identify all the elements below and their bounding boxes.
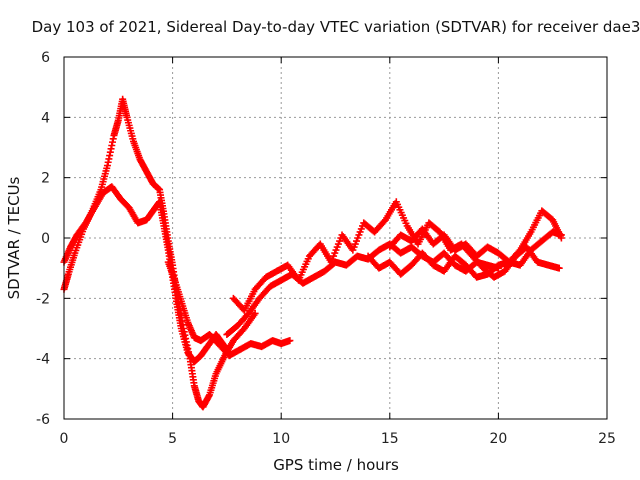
y-tick-label: 4 — [41, 110, 50, 126]
x-tick-label: 15 — [381, 431, 399, 447]
y-tick-label: -6 — [36, 412, 50, 428]
x-tick-label: 0 — [60, 431, 69, 447]
y-tick-label: -4 — [36, 352, 50, 368]
data-point — [555, 264, 563, 272]
y-tick-label: 2 — [41, 171, 50, 187]
series-track-b — [60, 95, 259, 411]
y-axis-label: SDTVAR / TECUs — [5, 176, 23, 299]
series-track-f — [364, 207, 565, 281]
series-track-d — [223, 240, 502, 339]
series-track-c — [164, 258, 294, 360]
y-tick-label: -2 — [36, 291, 50, 307]
x-tick-label: 10 — [272, 431, 290, 447]
y-tick-label: 0 — [41, 231, 50, 247]
x-tick-label: 20 — [489, 431, 507, 447]
grid-lines — [64, 57, 607, 419]
y-axis-ticks: -6 -4 -2 0 2 4 6 — [36, 50, 607, 428]
data-point — [251, 309, 259, 317]
x-axis-ticks: 0 5 10 15 20 25 — [60, 57, 616, 447]
x-tick-label: 25 — [598, 431, 616, 447]
data-point — [557, 231, 565, 239]
data-point — [286, 337, 294, 345]
chart-title: Day 103 of 2021, Sidereal Day-to-day VTE… — [32, 18, 640, 36]
x-tick-label: 5 — [168, 431, 177, 447]
data-points — [60, 95, 565, 411]
x-axis-label: GPS time / hours — [273, 456, 399, 474]
y-tick-label: 6 — [41, 50, 50, 66]
series-track-g — [386, 225, 565, 269]
